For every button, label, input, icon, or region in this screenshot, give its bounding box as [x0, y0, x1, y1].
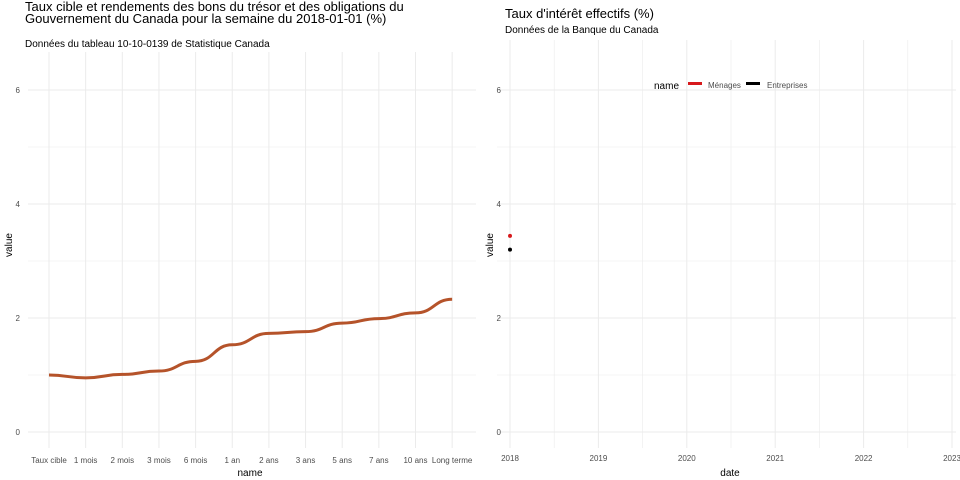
- right-y-axis-title: value: [485, 233, 496, 257]
- right-chart-subtitle: Données de la Banque du Canada: [505, 25, 659, 36]
- left-x-tick-label: Long terme: [432, 456, 473, 465]
- right-x-tick-label: 2022: [855, 454, 873, 463]
- right-x-tick-label: 2020: [678, 454, 696, 463]
- legend-key-menages: [688, 82, 702, 85]
- left-chart-subtitle: Données du tableau 10-10-0139 de Statist…: [25, 39, 270, 50]
- right-x-tick-label: 2018: [501, 454, 519, 463]
- left-y-tick-label: 2: [16, 314, 21, 323]
- right-y-tick-label: 0: [497, 428, 502, 437]
- point-mnages: [508, 233, 512, 238]
- left-chart-title: Taux cible et rendements des bons du tré…: [25, 0, 404, 26]
- right-y-tick-label: 2: [497, 314, 502, 323]
- right-x-axis-title: date: [720, 468, 740, 479]
- left-x-tick-label: 7 ans: [369, 456, 389, 465]
- legend-label-entreprises: Entreprises: [767, 81, 807, 90]
- right-x-tick-label: 2019: [590, 454, 608, 463]
- rates-line: [48, 297, 453, 380]
- left-x-tick-label: 1 an: [224, 456, 240, 465]
- left-y-tick-label: 4: [16, 200, 21, 209]
- left-x-tick-label: 2 mois: [111, 456, 135, 465]
- point-entreprises: [508, 247, 512, 252]
- left-y-tick-label: 0: [16, 428, 21, 437]
- left-y-tick-label: 6: [16, 86, 21, 95]
- right-y-tick-label: 6: [497, 86, 502, 95]
- legend: name Ménages Entreprises: [654, 81, 807, 92]
- legend-label-menages: Ménages: [708, 81, 741, 90]
- right-y-tick-label: 4: [497, 200, 502, 209]
- legend-title: name: [654, 81, 679, 92]
- legend-key-entreprises: [746, 82, 760, 85]
- left-x-tick-label: 3 mois: [147, 456, 171, 465]
- left-x-tick-label: 3 ans: [296, 456, 316, 465]
- right-x-tick-label: 2021: [766, 454, 784, 463]
- left-x-tick-label: 10 ans: [403, 456, 427, 465]
- left-y-axis-title: value: [4, 233, 15, 257]
- left-x-tick-label: 2 ans: [259, 456, 279, 465]
- right-x-tick-label: 2023: [943, 454, 960, 463]
- right-chart-title: Taux d'intérêt effectifs (%): [505, 6, 654, 21]
- left-x-tick-label: Taux cible: [31, 456, 67, 465]
- left-x-tick-label: 6 mois: [184, 456, 208, 465]
- left-x-tick-label: 1 mois: [74, 456, 98, 465]
- left-x-tick-label: 5 ans: [332, 456, 352, 465]
- left-x-axis-title: name: [237, 468, 262, 479]
